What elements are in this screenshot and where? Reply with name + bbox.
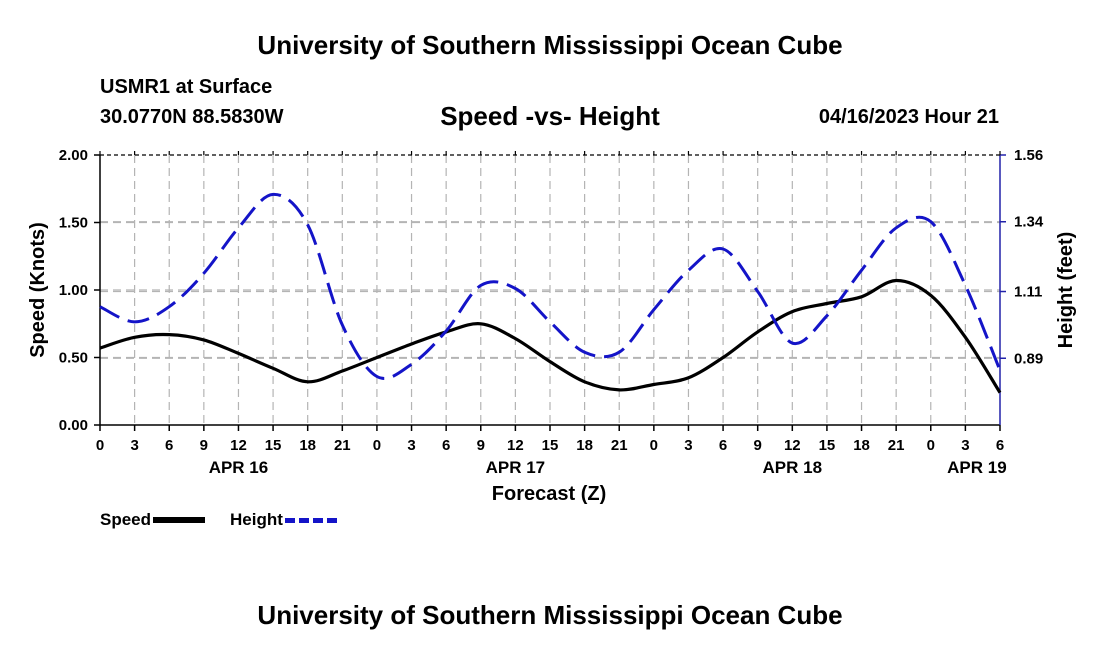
x-tick-label: 3: [407, 437, 415, 454]
main-title: University of Southern Mississippi Ocean…: [257, 30, 843, 60]
y2-tick-label: 1.11: [1014, 284, 1042, 301]
legend-speed: Speed: [100, 510, 206, 530]
x-tick-label: 0: [373, 437, 381, 454]
day-label: APR 18: [763, 458, 823, 477]
y-tick-label: 1.50: [59, 215, 88, 232]
y-tick-label: 1.00: [59, 282, 88, 299]
x-tick-label: 12: [507, 437, 524, 454]
x-tick-label: 9: [477, 437, 485, 454]
x-tick-label: 21: [611, 437, 628, 454]
y2-tick-label: 0.89: [1014, 350, 1043, 367]
x-tick-label: 18: [299, 437, 316, 454]
x-tick-label: 6: [165, 437, 173, 454]
station-coords: 30.0770N 88.5830W: [100, 106, 284, 128]
x-tick-label: 3: [684, 437, 692, 454]
x-tick-label: 3: [130, 437, 138, 454]
grid: [100, 155, 1000, 425]
chart-datetime: 04/16/2023 Hour 21: [818, 106, 999, 128]
chart-title: Speed -vs- Height: [440, 101, 660, 131]
x-tick-label: 21: [888, 437, 905, 454]
x-tick-label: 6: [996, 437, 1004, 454]
x-tick-label: 0: [96, 437, 104, 454]
x-tick-label: 18: [576, 437, 593, 454]
x-tick-label: 15: [265, 437, 282, 454]
x-tick-label: 3: [961, 437, 969, 454]
series: [99, 192, 1002, 394]
day-label: APR 16: [209, 458, 269, 477]
y2-axis-label: Height (feet): [1055, 232, 1077, 349]
y-axis-label: Speed (Knots): [27, 222, 49, 358]
x-tick-label: 6: [719, 437, 727, 454]
x-tick-label: 0: [927, 437, 935, 454]
y2-tick-label: 1.56: [1014, 147, 1043, 164]
legend-speed-swatch: [153, 517, 206, 523]
y2-tick-label: 1.34: [1014, 214, 1044, 231]
x-tick-label: 9: [754, 437, 762, 454]
legend-speed-label: Speed: [100, 510, 152, 529]
x-tick-label: 21: [334, 437, 351, 454]
y-tick-label: 2.00: [59, 147, 88, 164]
speed-series-line: [99, 278, 1002, 394]
x-tick-label: 15: [819, 437, 836, 454]
x-tick-label: 6: [442, 437, 450, 454]
legend-height: Height: [230, 510, 337, 530]
x-tick-label: 12: [230, 437, 247, 454]
height-series-line: [99, 192, 1002, 380]
day-label: APR 19: [947, 458, 1007, 477]
legend-height-label: Height: [230, 510, 283, 529]
x-tick-label: 9: [200, 437, 208, 454]
y-tick-label: 0.00: [59, 417, 88, 434]
axes: 0.00 0.50 1.00 1.50 2.00 0.89 1.11 1.34 1.56 0 3 6 9…: [59, 147, 1044, 477]
x-tick-label: 18: [853, 437, 870, 454]
day-label: APR 17: [486, 458, 546, 477]
footer-title: University of Southern Mississippi Ocean…: [257, 600, 843, 630]
y-tick-label: 0.50: [59, 350, 88, 367]
legend-height-swatch: [284, 517, 337, 523]
x-tick-label: 0: [650, 437, 658, 454]
x-axis-label: Forecast (Z): [492, 483, 606, 505]
x-tick-label: 12: [784, 437, 801, 454]
station-name: USMR1 at Surface: [100, 76, 273, 98]
x-tick-label: 15: [542, 437, 559, 454]
